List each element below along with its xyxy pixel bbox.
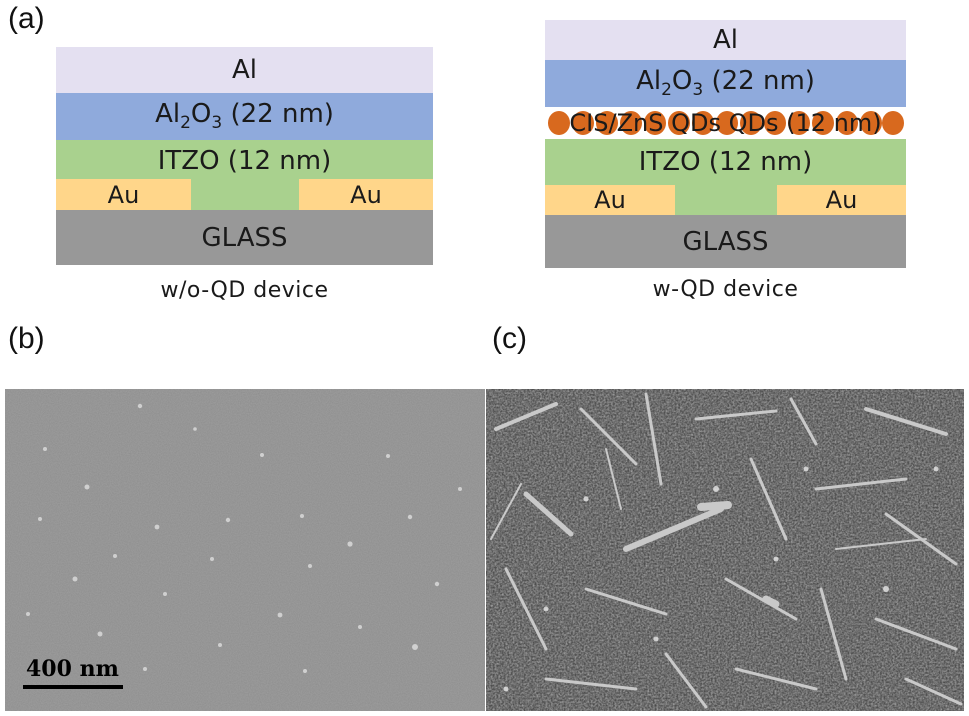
panel-label-b: (b)	[8, 322, 45, 355]
panel-label-a: (a)	[8, 2, 45, 35]
right-device-caption: w-QD device	[652, 277, 799, 302]
left-al-label: Al	[231, 55, 257, 85]
left-au-right-electrode: Au	[299, 179, 433, 210]
scale-bar-label: 400 nm	[26, 656, 119, 682]
panel-label-c: (c)	[492, 322, 527, 355]
right-qd-dots-layer	[548, 111, 904, 135]
left-device-caption: w/o-QD device	[160, 278, 329, 303]
qd-dot	[740, 111, 762, 135]
qd-dot	[668, 111, 690, 135]
right-qd-label: CIS/ZnS QDs QDs (12 nm)	[569, 109, 882, 137]
scale-bar	[23, 685, 123, 689]
qd-dot	[860, 111, 882, 135]
qd-dot	[882, 111, 904, 135]
qd-dot	[812, 111, 834, 135]
right-qd-layer-label-box: CIS/ZnS QDs QDs (12 nm)	[545, 107, 906, 139]
right-itzo-label: ITZO (12 nm)	[638, 147, 813, 177]
qd-dot	[572, 111, 594, 135]
left-glass-substrate: GLASS	[56, 210, 433, 265]
right-au-left-electrode: Au	[545, 185, 675, 215]
qd-dot	[788, 111, 810, 135]
right-au-left-label: Au	[594, 186, 626, 214]
right-glass-label: GLASS	[682, 226, 769, 257]
qd-dot	[644, 111, 666, 135]
right-al2o3-label: Al2O3 (22 nm)	[636, 66, 815, 101]
right-au-right-electrode: Au	[777, 185, 906, 215]
left-al2o3-layer: Al2O3 (22 nm)	[56, 93, 433, 140]
right-al2o3-layer: Al2O3 (22 nm)	[545, 60, 906, 107]
right-glass-substrate: GLASS	[545, 215, 906, 268]
left-au-left-label: Au	[107, 180, 140, 209]
qd-dot	[620, 111, 642, 135]
right-au-right-label: Au	[825, 186, 858, 214]
right-al-label: Al	[712, 25, 738, 55]
sem-image-c	[486, 389, 964, 711]
qd-dot	[836, 111, 858, 135]
qd-dot	[716, 111, 738, 135]
left-glass-label: GLASS	[201, 222, 288, 253]
qd-dot	[692, 111, 714, 135]
right-al-layer: Al	[545, 20, 906, 60]
left-al-layer: Al	[56, 47, 433, 93]
sem-image-b	[5, 389, 485, 711]
qd-dot	[548, 111, 570, 135]
left-au-right-label: Au	[350, 180, 382, 209]
qd-dot	[596, 111, 618, 135]
qd-dot	[764, 111, 786, 135]
left-itzo-label: ITZO (12 nm)	[157, 146, 332, 176]
left-au-left-electrode: Au	[56, 179, 191, 210]
left-al2o3-label: Al2O3 (22 nm)	[155, 99, 334, 134]
